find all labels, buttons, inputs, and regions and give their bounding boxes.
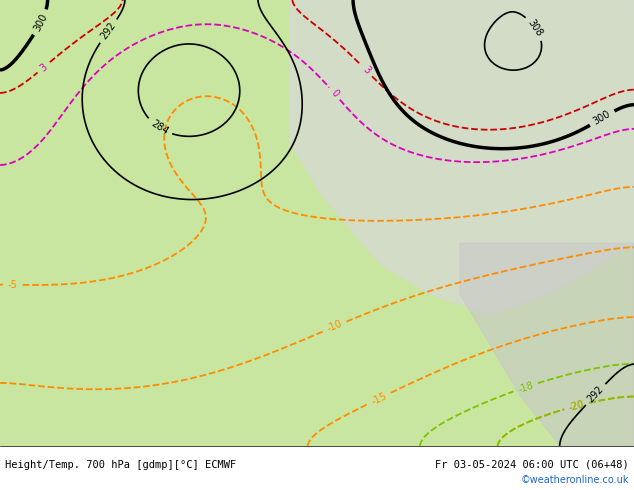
Text: -15: -15: [370, 391, 389, 407]
Text: -18: -18: [517, 380, 534, 394]
Text: -10: -10: [325, 319, 344, 334]
Text: -20: -20: [567, 399, 586, 413]
Text: 292: 292: [99, 21, 118, 42]
Text: 308: 308: [526, 18, 545, 38]
Text: -5: -5: [8, 280, 18, 290]
Text: 300: 300: [32, 12, 49, 33]
Text: 300: 300: [592, 109, 612, 127]
Text: 284: 284: [149, 119, 170, 137]
Text: 3: 3: [38, 62, 49, 73]
Text: 3: 3: [361, 65, 372, 76]
Polygon shape: [290, 0, 634, 314]
Text: Height/Temp. 700 hPa [gdmp][°C] ECMWF: Height/Temp. 700 hPa [gdmp][°C] ECMWF: [5, 460, 236, 470]
Text: -20: -20: [567, 399, 586, 413]
Text: ©weatheronline.co.uk: ©weatheronline.co.uk: [521, 475, 629, 485]
Polygon shape: [460, 243, 634, 446]
Text: 292: 292: [586, 384, 605, 405]
Text: Fr 03-05-2024 06:00 UTC (06+48): Fr 03-05-2024 06:00 UTC (06+48): [436, 460, 629, 470]
Text: 0: 0: [329, 88, 340, 99]
